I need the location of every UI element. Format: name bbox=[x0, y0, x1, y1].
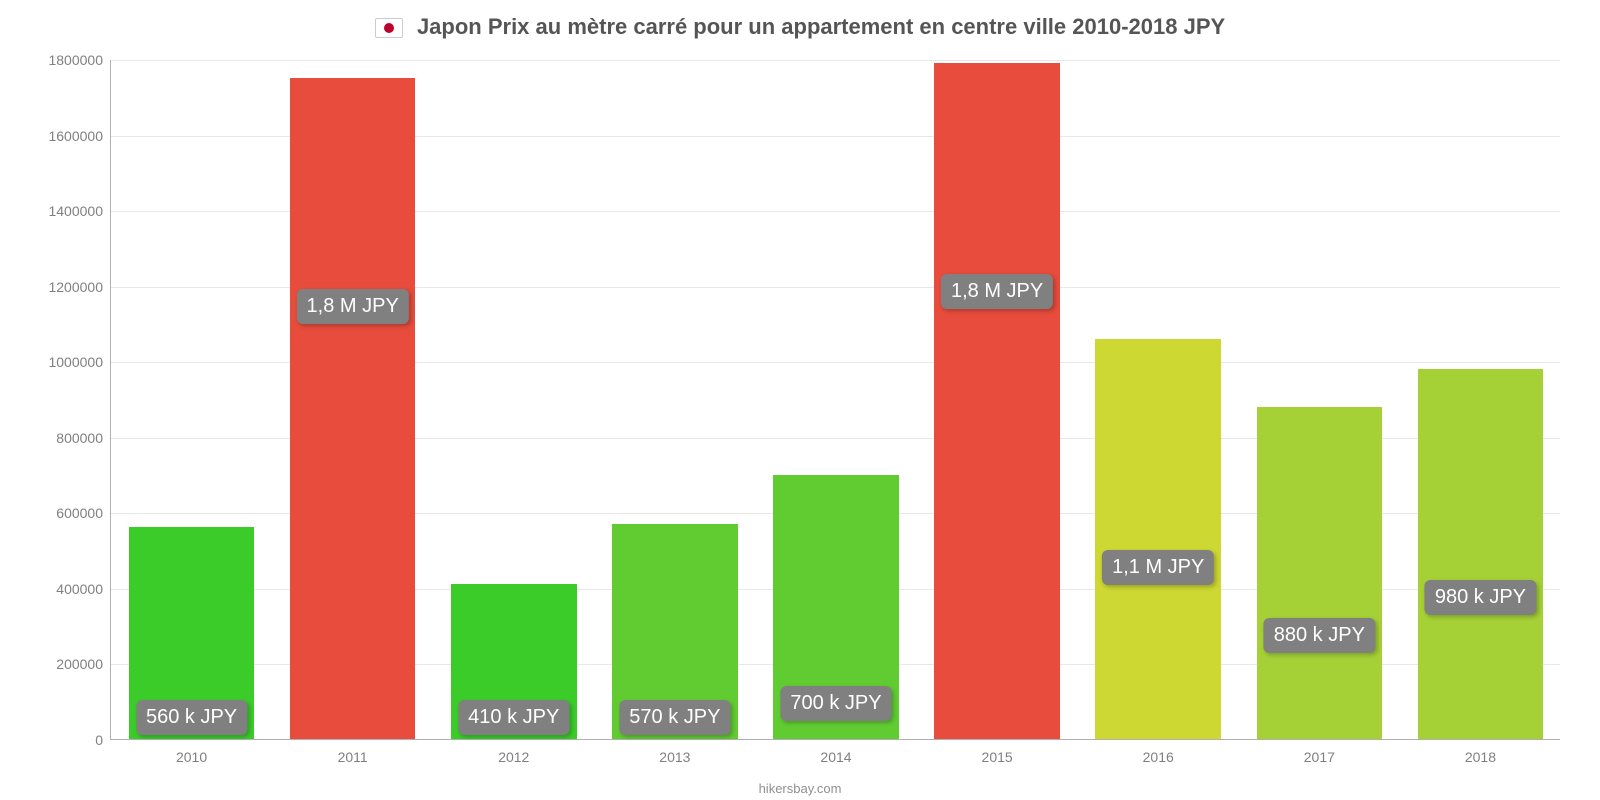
bar-value-label: 1,1 M JPY bbox=[1102, 550, 1214, 585]
x-axis-tick-label: 2011 bbox=[338, 739, 368, 765]
bar-value-label: 700 k JPY bbox=[780, 686, 891, 721]
footer-text: hikersbay.com bbox=[759, 781, 842, 796]
bar bbox=[290, 78, 416, 739]
x-axis-tick-label: 2010 bbox=[176, 739, 207, 765]
y-axis-tick-label: 0 bbox=[95, 732, 111, 748]
bar bbox=[934, 63, 1060, 739]
bar-value-label: 980 k JPY bbox=[1425, 580, 1536, 615]
x-axis-tick-label: 2018 bbox=[1465, 739, 1496, 765]
chart-title: Japon Prix au mètre carré pour un appart… bbox=[0, 0, 1600, 40]
bar bbox=[1095, 339, 1221, 739]
bar-value-label: 570 k JPY bbox=[619, 700, 730, 735]
x-axis-tick-label: 2015 bbox=[982, 739, 1013, 765]
chart-area: 0 200000 400000 600000 800000 1000000 1200000 1… bbox=[0, 50, 1600, 770]
grid-line bbox=[111, 60, 1560, 61]
y-axis-tick-label: 600000 bbox=[56, 505, 111, 521]
bar-value-label: 1,8 M JPY bbox=[297, 289, 409, 324]
bar-value-label: 410 k JPY bbox=[458, 700, 569, 735]
bar bbox=[1257, 407, 1383, 739]
x-axis-tick-label: 2017 bbox=[1304, 739, 1335, 765]
plot-area: 0200000400000600000800000100000012000001… bbox=[110, 60, 1560, 740]
japan-flag-icon bbox=[375, 18, 403, 38]
bar-value-label: 1,8 M JPY bbox=[941, 274, 1053, 309]
bar-value-label: 880 k JPY bbox=[1264, 618, 1375, 653]
x-axis-tick-label: 2014 bbox=[820, 739, 851, 765]
y-axis-tick-label: 1000000 bbox=[48, 354, 111, 370]
y-axis-tick-label: 1800000 bbox=[48, 52, 111, 68]
x-axis-tick-label: 2012 bbox=[498, 739, 529, 765]
bar-value-label: 560 k JPY bbox=[136, 700, 247, 735]
y-axis-tick-label: 400000 bbox=[56, 581, 111, 597]
y-axis-tick-label: 800000 bbox=[56, 430, 111, 446]
x-axis-tick-label: 2013 bbox=[659, 739, 690, 765]
y-axis-tick-label: 1600000 bbox=[48, 128, 111, 144]
y-axis-tick-label: 1400000 bbox=[48, 203, 111, 219]
chart-footer: hikersbay.com bbox=[0, 781, 1600, 796]
x-axis-tick-label: 2016 bbox=[1143, 739, 1174, 765]
bar bbox=[1418, 369, 1544, 739]
y-axis-tick-label: 1200000 bbox=[48, 279, 111, 295]
y-axis-tick-label: 200000 bbox=[56, 656, 111, 672]
chart-title-text: Japon Prix au mètre carré pour un appart… bbox=[417, 14, 1225, 39]
